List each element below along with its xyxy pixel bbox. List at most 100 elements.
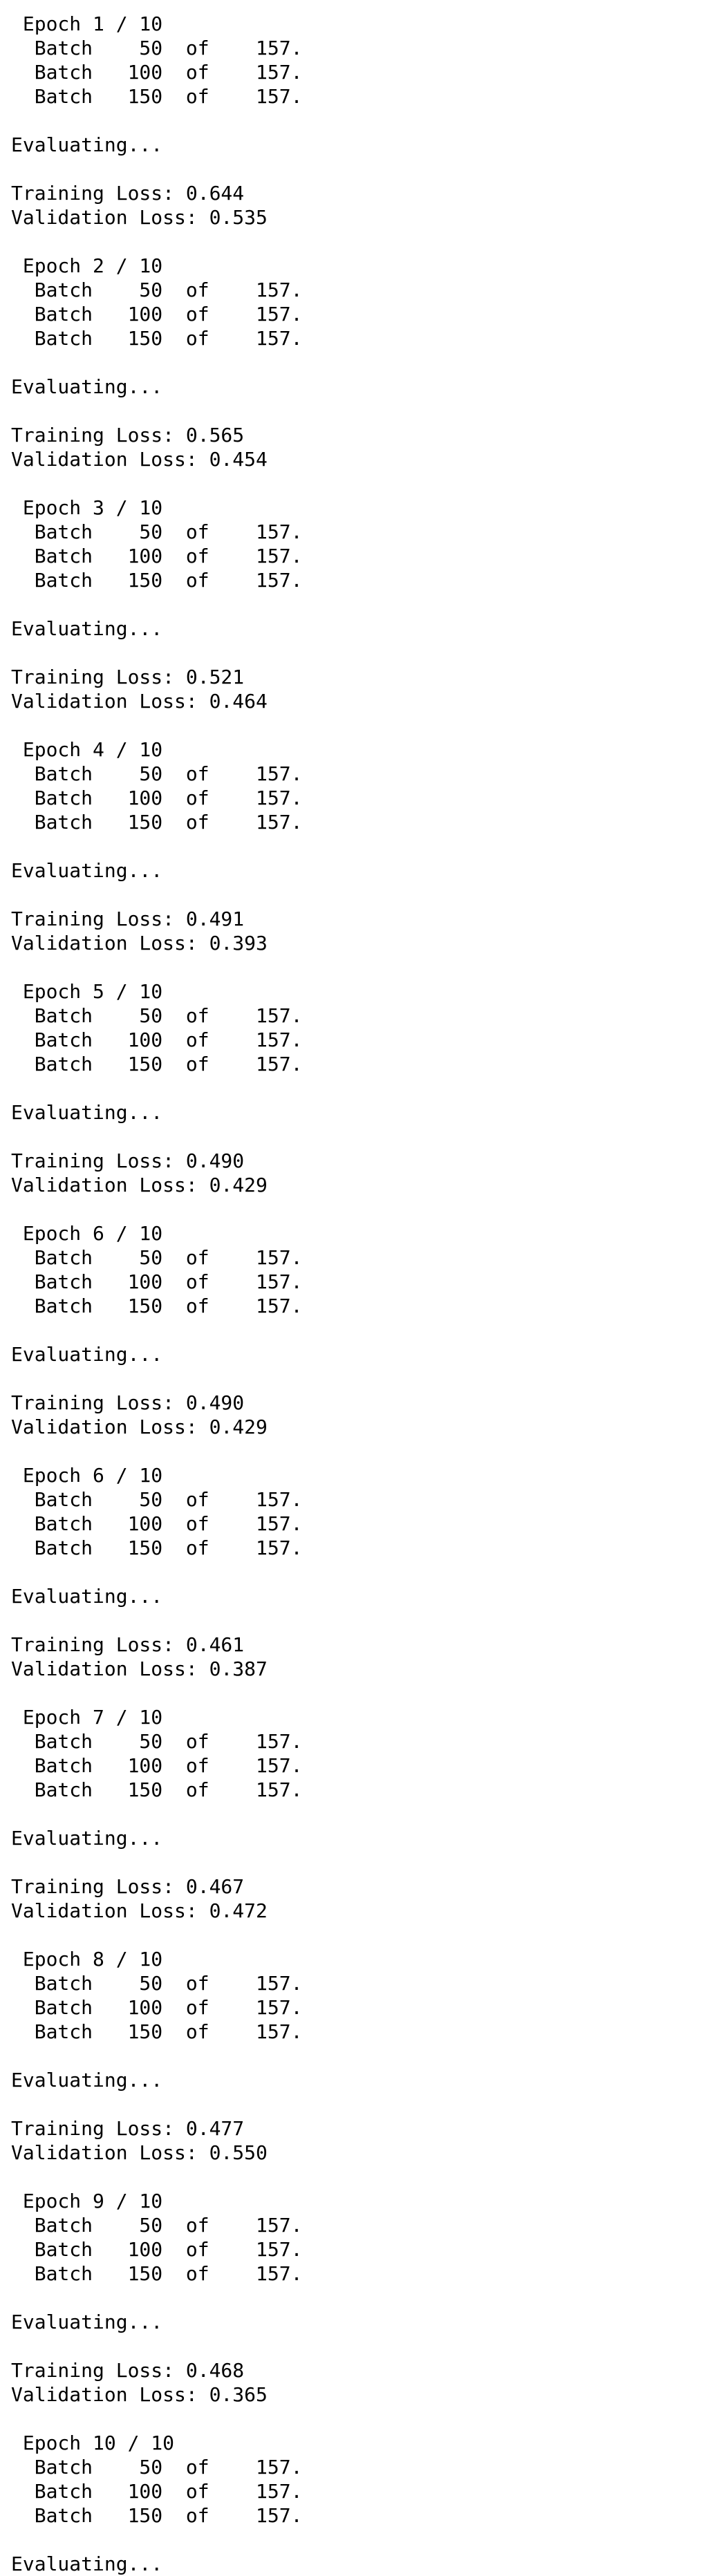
blank-line	[11, 471, 719, 496]
training-loss-line: Training Loss: 0.491	[11, 908, 245, 930]
blank-line	[11, 1197, 719, 1221]
batch-progress-line: Batch 100 of 157.	[11, 2480, 303, 2503]
epoch-header-line: Epoch 3 / 10	[11, 496, 163, 519]
validation-loss-line: Validation Loss: 0.365	[11, 2383, 268, 2406]
batch-progress-line: Batch 50 of 157.	[11, 1246, 303, 1269]
epoch-header-line: Epoch 10 / 10	[11, 2432, 175, 2454]
epoch-header-line: Epoch 2 / 10	[11, 254, 163, 277]
batch-progress-line: Batch 50 of 157.	[11, 1730, 303, 1753]
epoch-header-line: Epoch 1 / 10	[11, 12, 163, 35]
blank-line	[11, 2165, 719, 2189]
blank-line	[11, 1608, 719, 1633]
batch-progress-line: Batch 100 of 157.	[11, 1996, 303, 2019]
blank-line	[11, 157, 719, 181]
training-loss-line: Training Loss: 0.490	[11, 1149, 245, 1172]
batch-progress-line: Batch 50 of 157.	[11, 279, 303, 301]
blank-line	[11, 1923, 719, 1947]
evaluating-line: Evaluating...	[11, 2553, 163, 2575]
evaluating-line: Evaluating...	[11, 859, 163, 882]
output-lines: Epoch 1 / 10 Batch 50 of 157. Batch 100 …	[11, 12, 719, 2576]
validation-loss-line: Validation Loss: 0.429	[11, 1416, 268, 1438]
blank-line	[11, 1802, 719, 1826]
top-padding	[11, 0, 719, 12]
training-loss-line: Training Loss: 0.644	[11, 182, 245, 205]
batch-progress-line: Batch 50 of 157.	[11, 1488, 303, 1511]
blank-line	[11, 229, 719, 254]
batch-progress-line: Batch 50 of 157.	[11, 762, 303, 785]
training-loss-line: Training Loss: 0.461	[11, 1633, 245, 1656]
batch-progress-line: Batch 100 of 157.	[11, 1028, 303, 1051]
validation-loss-line: Validation Loss: 0.464	[11, 690, 268, 713]
batch-progress-line: Batch 100 of 157.	[11, 61, 303, 84]
batch-progress-line: Batch 150 of 157.	[11, 569, 303, 592]
training-output-console: Epoch 1 / 10 Batch 50 of 157. Batch 100 …	[11, 0, 719, 2575]
blank-line	[11, 1681, 719, 1705]
validation-loss-line: Validation Loss: 0.535	[11, 206, 268, 229]
validation-loss-line: Validation Loss: 0.387	[11, 1657, 268, 1680]
batch-progress-line: Batch 150 of 157.	[11, 811, 303, 834]
batch-progress-line: Batch 50 of 157.	[11, 2214, 303, 2237]
blank-line	[11, 1318, 719, 1342]
evaluating-line: Evaluating...	[11, 1343, 163, 1366]
batch-progress-line: Batch 100 of 157.	[11, 1270, 303, 1293]
validation-loss-line: Validation Loss: 0.393	[11, 932, 268, 955]
batch-progress-line: Batch 150 of 157.	[11, 1295, 303, 1317]
batch-progress-line: Batch 100 of 157.	[11, 303, 303, 326]
blank-line	[11, 1366, 719, 1391]
evaluating-line: Evaluating...	[11, 1101, 163, 1124]
batch-progress-line: Batch 150 of 157.	[11, 2504, 303, 2527]
blank-line	[11, 399, 719, 423]
batch-progress-line: Batch 50 of 157.	[11, 520, 303, 543]
blank-line	[11, 641, 719, 665]
blank-line	[11, 2092, 719, 2116]
blank-line	[11, 883, 719, 907]
validation-loss-line: Validation Loss: 0.550	[11, 2141, 268, 2164]
batch-progress-line: Batch 150 of 157.	[11, 85, 303, 108]
batch-progress-line: Batch 100 of 157.	[11, 1754, 303, 1777]
batch-progress-line: Batch 150 of 157.	[11, 1053, 303, 1075]
batch-progress-line: Batch 100 of 157.	[11, 1512, 303, 1535]
training-loss-line: Training Loss: 0.468	[11, 2359, 245, 2382]
blank-line	[11, 1076, 719, 1100]
epoch-header-line: Epoch 7 / 10	[11, 1706, 163, 1729]
evaluating-line: Evaluating...	[11, 375, 163, 398]
blank-line	[11, 955, 719, 979]
blank-line	[11, 834, 719, 858]
batch-progress-line: Batch 150 of 157.	[11, 1778, 303, 1801]
batch-progress-line: Batch 50 of 157.	[11, 37, 303, 59]
batch-progress-line: Batch 150 of 157.	[11, 2262, 303, 2285]
blank-line	[11, 1560, 719, 1584]
blank-line	[11, 2407, 719, 2431]
epoch-header-line: Epoch 6 / 10	[11, 1464, 163, 1487]
evaluating-line: Evaluating...	[11, 1585, 163, 1608]
batch-progress-line: Batch 100 of 157.	[11, 787, 303, 809]
blank-line	[11, 109, 719, 133]
batch-progress-line: Batch 150 of 157.	[11, 2020, 303, 2043]
evaluating-line: Evaluating...	[11, 133, 163, 156]
evaluating-line: Evaluating...	[11, 2069, 163, 2091]
epoch-header-line: Epoch 9 / 10	[11, 2190, 163, 2212]
blank-line	[11, 350, 719, 375]
epoch-header-line: Epoch 8 / 10	[11, 1948, 163, 1971]
validation-loss-line: Validation Loss: 0.454	[11, 448, 268, 471]
training-loss-line: Training Loss: 0.477	[11, 2117, 245, 2140]
training-loss-line: Training Loss: 0.565	[11, 424, 245, 446]
epoch-header-line: Epoch 6 / 10	[11, 1222, 163, 1245]
blank-line	[11, 592, 719, 617]
batch-progress-line: Batch 100 of 157.	[11, 545, 303, 567]
validation-loss-line: Validation Loss: 0.429	[11, 1174, 268, 1196]
batch-progress-line: Batch 150 of 157.	[11, 327, 303, 350]
training-loss-line: Training Loss: 0.490	[11, 1391, 245, 1414]
blank-line	[11, 1850, 719, 1874]
epoch-header-line: Epoch 5 / 10	[11, 980, 163, 1003]
blank-line	[11, 2286, 719, 2310]
training-loss-line: Training Loss: 0.467	[11, 1875, 245, 1898]
epoch-header-line: Epoch 4 / 10	[11, 738, 163, 761]
blank-line	[11, 1125, 719, 1149]
batch-progress-line: Batch 150 of 157.	[11, 1536, 303, 1559]
batch-progress-line: Batch 50 of 157.	[11, 1004, 303, 1027]
validation-loss-line: Validation Loss: 0.472	[11, 1899, 268, 1922]
batch-progress-line: Batch 50 of 157.	[11, 2456, 303, 2479]
evaluating-line: Evaluating...	[11, 2311, 163, 2333]
blank-line	[11, 2044, 719, 2068]
